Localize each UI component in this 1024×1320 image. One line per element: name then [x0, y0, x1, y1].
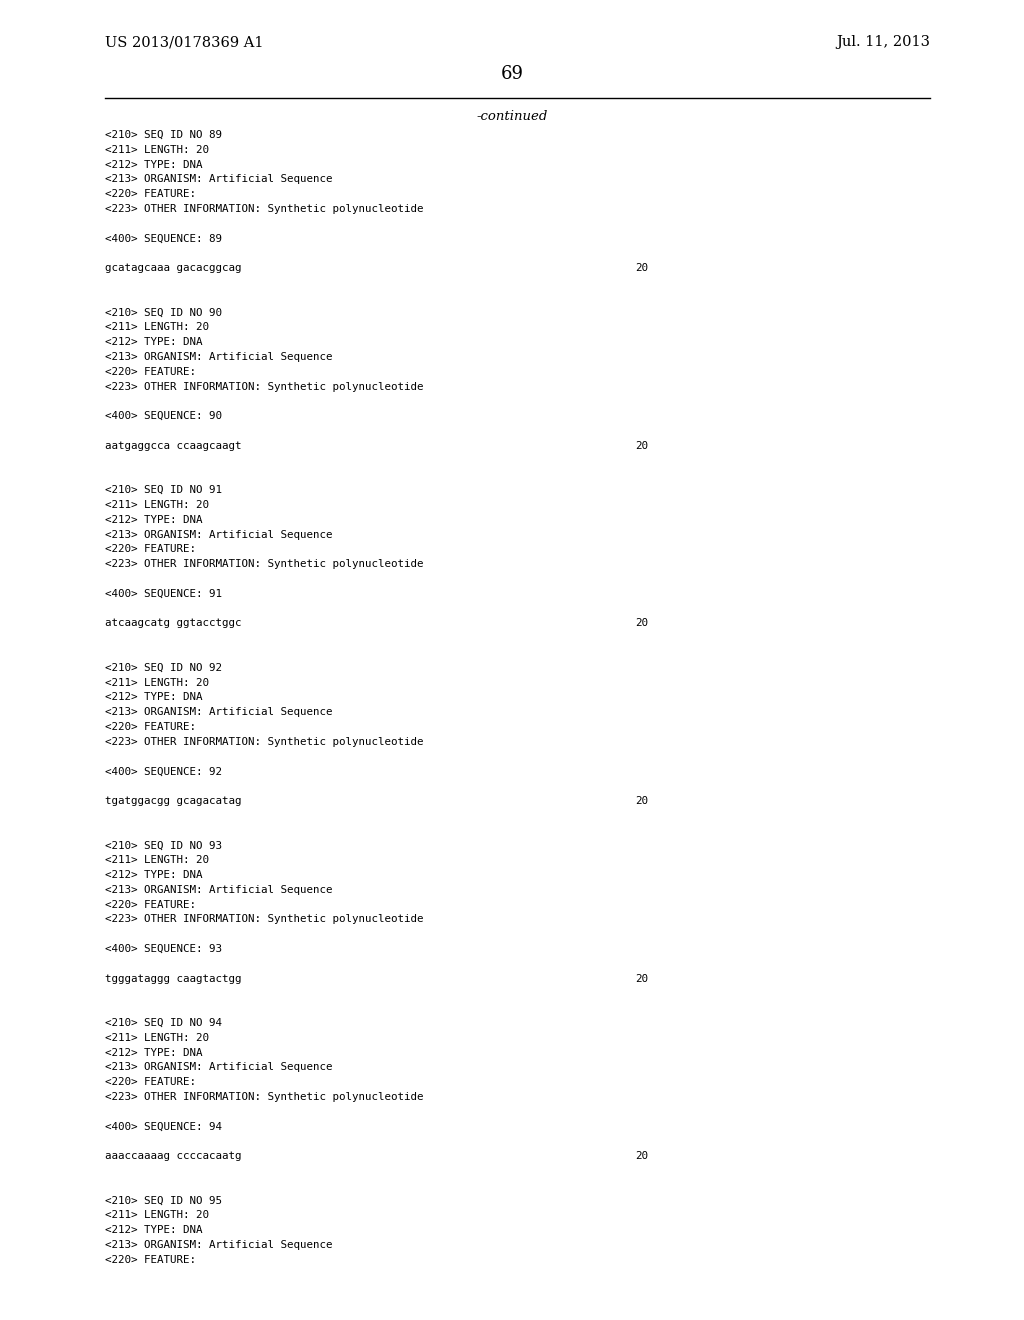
- Text: <213> ORGANISM: Artificial Sequence: <213> ORGANISM: Artificial Sequence: [105, 529, 333, 540]
- Text: <212> TYPE: DNA: <212> TYPE: DNA: [105, 337, 203, 347]
- Text: aatgaggcca ccaagcaagt: aatgaggcca ccaagcaagt: [105, 441, 242, 451]
- Text: 20: 20: [635, 618, 648, 628]
- Text: atcaagcatg ggtacctggc: atcaagcatg ggtacctggc: [105, 618, 242, 628]
- Text: <211> LENGTH: 20: <211> LENGTH: 20: [105, 1032, 209, 1043]
- Text: <223> OTHER INFORMATION: Synthetic polynucleotide: <223> OTHER INFORMATION: Synthetic polyn…: [105, 1092, 424, 1102]
- Text: <211> LENGTH: 20: <211> LENGTH: 20: [105, 677, 209, 688]
- Text: <213> ORGANISM: Artificial Sequence: <213> ORGANISM: Artificial Sequence: [105, 1063, 333, 1072]
- Text: <213> ORGANISM: Artificial Sequence: <213> ORGANISM: Artificial Sequence: [105, 352, 333, 362]
- Text: <400> SEQUENCE: 89: <400> SEQUENCE: 89: [105, 234, 222, 244]
- Text: 20: 20: [635, 974, 648, 983]
- Text: 20: 20: [635, 796, 648, 807]
- Text: <210> SEQ ID NO 92: <210> SEQ ID NO 92: [105, 663, 222, 673]
- Text: US 2013/0178369 A1: US 2013/0178369 A1: [105, 36, 263, 49]
- Text: <213> ORGANISM: Artificial Sequence: <213> ORGANISM: Artificial Sequence: [105, 884, 333, 895]
- Text: 20: 20: [635, 263, 648, 273]
- Text: <220> FEATURE:: <220> FEATURE:: [105, 367, 196, 376]
- Text: <223> OTHER INFORMATION: Synthetic polynucleotide: <223> OTHER INFORMATION: Synthetic polyn…: [105, 205, 424, 214]
- Text: tgatggacgg gcagacatag: tgatggacgg gcagacatag: [105, 796, 242, 807]
- Text: aaaccaaaag ccccacaatg: aaaccaaaag ccccacaatg: [105, 1151, 242, 1162]
- Text: <211> LENGTH: 20: <211> LENGTH: 20: [105, 500, 209, 510]
- Text: <400> SEQUENCE: 90: <400> SEQUENCE: 90: [105, 412, 222, 421]
- Text: <212> TYPE: DNA: <212> TYPE: DNA: [105, 1048, 203, 1057]
- Text: <210> SEQ ID NO 94: <210> SEQ ID NO 94: [105, 1018, 222, 1028]
- Text: <210> SEQ ID NO 91: <210> SEQ ID NO 91: [105, 486, 222, 495]
- Text: <211> LENGTH: 20: <211> LENGTH: 20: [105, 855, 209, 865]
- Text: <220> FEATURE:: <220> FEATURE:: [105, 1255, 196, 1265]
- Text: <223> OTHER INFORMATION: Synthetic polynucleotide: <223> OTHER INFORMATION: Synthetic polyn…: [105, 381, 424, 392]
- Text: <220> FEATURE:: <220> FEATURE:: [105, 1077, 196, 1088]
- Text: <213> ORGANISM: Artificial Sequence: <213> ORGANISM: Artificial Sequence: [105, 708, 333, 717]
- Text: <211> LENGTH: 20: <211> LENGTH: 20: [105, 322, 209, 333]
- Text: -continued: -continued: [476, 110, 548, 123]
- Text: <212> TYPE: DNA: <212> TYPE: DNA: [105, 693, 203, 702]
- Text: gcatagcaaa gacacggcag: gcatagcaaa gacacggcag: [105, 263, 242, 273]
- Text: <223> OTHER INFORMATION: Synthetic polynucleotide: <223> OTHER INFORMATION: Synthetic polyn…: [105, 560, 424, 569]
- Text: <400> SEQUENCE: 92: <400> SEQUENCE: 92: [105, 767, 222, 776]
- Text: <223> OTHER INFORMATION: Synthetic polynucleotide: <223> OTHER INFORMATION: Synthetic polyn…: [105, 915, 424, 924]
- Text: <212> TYPE: DNA: <212> TYPE: DNA: [105, 1225, 203, 1236]
- Text: <210> SEQ ID NO 90: <210> SEQ ID NO 90: [105, 308, 222, 318]
- Text: 69: 69: [501, 65, 523, 83]
- Text: 20: 20: [635, 1151, 648, 1162]
- Text: <220> FEATURE:: <220> FEATURE:: [105, 722, 196, 733]
- Text: <212> TYPE: DNA: <212> TYPE: DNA: [105, 160, 203, 169]
- Text: <220> FEATURE:: <220> FEATURE:: [105, 900, 196, 909]
- Text: <213> ORGANISM: Artificial Sequence: <213> ORGANISM: Artificial Sequence: [105, 174, 333, 185]
- Text: <223> OTHER INFORMATION: Synthetic polynucleotide: <223> OTHER INFORMATION: Synthetic polyn…: [105, 737, 424, 747]
- Text: <210> SEQ ID NO 89: <210> SEQ ID NO 89: [105, 129, 222, 140]
- Text: <211> LENGTH: 20: <211> LENGTH: 20: [105, 1210, 209, 1221]
- Text: 20: 20: [635, 441, 648, 451]
- Text: tgggataggg caagtactgg: tgggataggg caagtactgg: [105, 974, 242, 983]
- Text: <211> LENGTH: 20: <211> LENGTH: 20: [105, 145, 209, 154]
- Text: <400> SEQUENCE: 91: <400> SEQUENCE: 91: [105, 589, 222, 599]
- Text: <210> SEQ ID NO 93: <210> SEQ ID NO 93: [105, 841, 222, 850]
- Text: <400> SEQUENCE: 93: <400> SEQUENCE: 93: [105, 944, 222, 954]
- Text: <210> SEQ ID NO 95: <210> SEQ ID NO 95: [105, 1196, 222, 1205]
- Text: <400> SEQUENCE: 94: <400> SEQUENCE: 94: [105, 1122, 222, 1131]
- Text: <212> TYPE: DNA: <212> TYPE: DNA: [105, 870, 203, 880]
- Text: <220> FEATURE:: <220> FEATURE:: [105, 189, 196, 199]
- Text: <212> TYPE: DNA: <212> TYPE: DNA: [105, 515, 203, 525]
- Text: <213> ORGANISM: Artificial Sequence: <213> ORGANISM: Artificial Sequence: [105, 1239, 333, 1250]
- Text: Jul. 11, 2013: Jul. 11, 2013: [836, 36, 930, 49]
- Text: <220> FEATURE:: <220> FEATURE:: [105, 544, 196, 554]
